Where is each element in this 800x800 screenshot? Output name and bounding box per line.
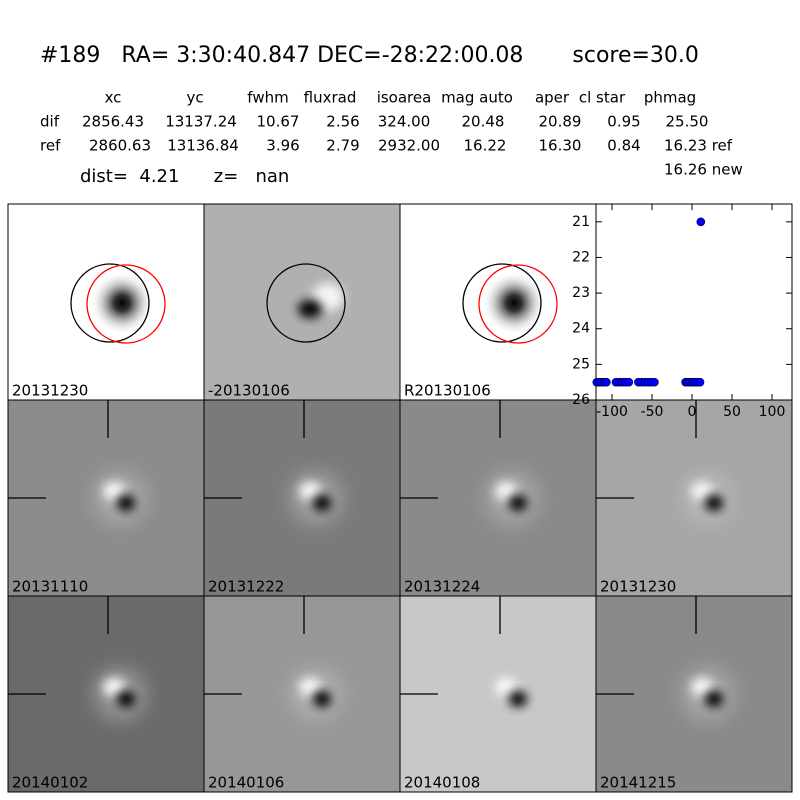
panel-label: 20140102 <box>12 774 88 792</box>
black-circle <box>70 263 150 343</box>
y-tick-label: 26 <box>572 392 590 408</box>
column-header: xc <box>105 89 122 107</box>
star-blob <box>90 271 154 335</box>
column-header: phmag <box>644 89 696 107</box>
light-blob <box>495 482 517 500</box>
y-tick-label: 22 <box>572 249 590 265</box>
panel-label: 20131230 <box>600 578 676 596</box>
panel-label: 20131110 <box>12 578 88 596</box>
extra-mag: 16.26 new <box>664 161 743 179</box>
y-tick-label: 21 <box>572 214 590 230</box>
table-cell: 324.00 <box>378 113 431 131</box>
light-blob <box>103 678 125 696</box>
panel-label: -20130106 <box>208 382 290 400</box>
column-header: mag auto <box>441 89 513 107</box>
scatter-chart: 21 22 23 24 25 26 -100 -50 0 50 100 <box>572 203 793 420</box>
table-cell: 2860.63 <box>89 137 151 155</box>
table-cell: 20.48 <box>462 113 505 131</box>
point <box>696 217 706 227</box>
x-tick-label: 100 <box>759 404 786 420</box>
table-cell: 13137.24 <box>165 113 237 131</box>
red-circle <box>478 264 558 344</box>
table-cell: 16.23 ref <box>664 137 733 155</box>
table-cell: 2.79 <box>326 137 359 155</box>
y-tick-label: 25 <box>572 356 590 372</box>
light-blob <box>691 482 713 500</box>
dist-line: dist= 4.21 z= nan <box>80 166 289 187</box>
panel-label: 20140106 <box>208 774 284 792</box>
black-circle <box>462 263 542 343</box>
table-cell: 16.22 <box>464 137 507 155</box>
y-tick-label: 24 <box>572 321 590 337</box>
column-header: isoarea <box>377 89 432 107</box>
light-blob <box>299 482 321 500</box>
column-header: yc <box>186 89 203 107</box>
dark-blob <box>705 495 723 511</box>
table-cell: 0.95 <box>607 113 640 131</box>
light-blob <box>103 482 125 500</box>
panel-label: 20131222 <box>208 578 284 596</box>
table-cell: 20.89 <box>539 113 582 131</box>
dark-blob <box>117 691 135 707</box>
point <box>650 377 659 387</box>
table-cell: 16.30 <box>539 137 582 155</box>
table-cell: 3.96 <box>266 137 299 155</box>
table-cell: 0.84 <box>607 137 640 155</box>
x-tick-label: -50 <box>641 404 664 420</box>
table-cell: 2856.43 <box>82 113 144 131</box>
table-cell: 2932.00 <box>378 137 440 155</box>
x-tick-label: -100 <box>596 404 628 420</box>
dark-blob <box>705 691 723 707</box>
light-blob <box>691 678 713 696</box>
light-blob <box>312 283 344 311</box>
column-header: cl star <box>579 89 626 107</box>
panel-label: 20140108 <box>404 774 480 792</box>
dark-blob <box>117 495 135 511</box>
panel-label: 20131224 <box>404 578 480 596</box>
dark-blob <box>313 495 331 511</box>
point <box>602 377 611 387</box>
y-tick-label: 23 <box>572 285 590 301</box>
table-cell: 25.50 <box>666 113 709 131</box>
panel-label: 20141215 <box>600 774 676 792</box>
dark-blob <box>298 300 322 318</box>
panel-label: R20130106 <box>404 382 491 400</box>
row-label: ref <box>40 137 61 155</box>
table-cell: 13136.84 <box>167 137 239 155</box>
point <box>695 377 705 387</box>
column-header: fluxrad <box>304 89 357 107</box>
star-blob <box>482 271 546 335</box>
column-header: fwhm <box>247 89 288 107</box>
dark-blob <box>313 691 331 707</box>
x-tick-label: 0 <box>688 404 697 420</box>
title: #189 RA= 3:30:40.847 DEC=-28:22:00.08 sc… <box>40 43 699 68</box>
panels: 20131230 -20130106 R20130106 20131110 201312… <box>7 203 793 793</box>
x-tick-label: 50 <box>723 404 741 420</box>
column-header: aper <box>535 89 570 107</box>
panel-image <box>203 203 401 401</box>
plot-area <box>595 203 793 401</box>
table-cell: 10.67 <box>257 113 300 131</box>
row-label: dif <box>40 113 60 131</box>
table-cell: 2.56 <box>326 113 359 131</box>
black-circle <box>266 263 346 343</box>
dark-blob <box>509 495 527 511</box>
dark-blob <box>509 691 527 707</box>
light-blob <box>495 678 517 696</box>
point <box>624 377 634 387</box>
red-circle <box>86 264 166 344</box>
panel-label: 20131230 <box>12 382 88 400</box>
light-blob <box>299 678 321 696</box>
